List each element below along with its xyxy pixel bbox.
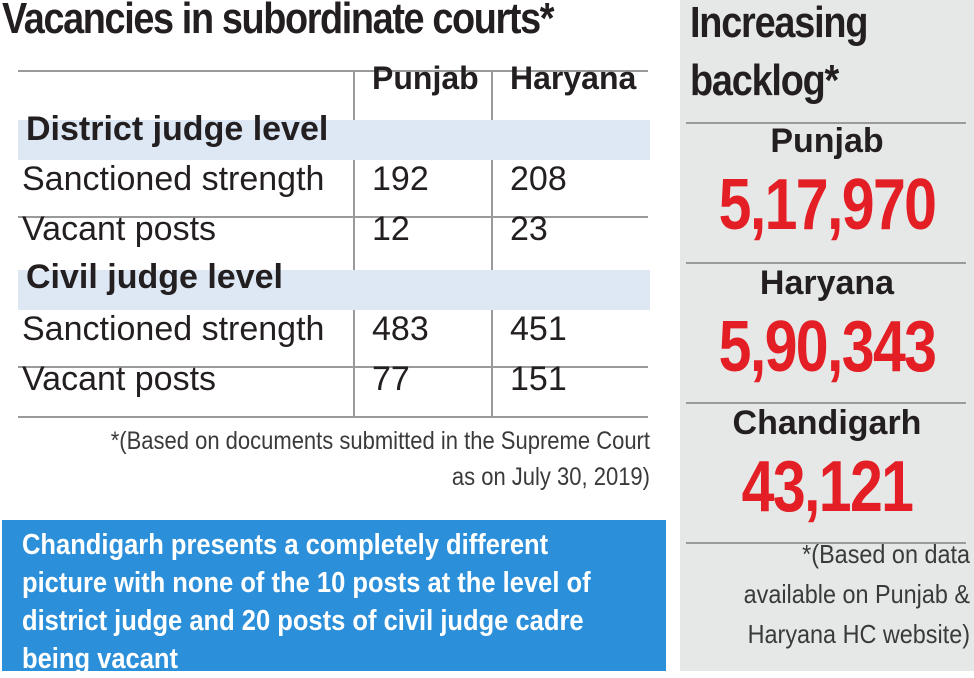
row-label-civil-sanctioned: Sanctioned strength: [22, 310, 325, 348]
backlog-rule: [686, 542, 966, 544]
vacancies-footnote-line2: as on July 30, 2019): [451, 463, 650, 491]
state-name-haryana: Haryana: [759, 264, 895, 302]
backlog-title-line1: Increasing: [690, 0, 868, 47]
table-top-rule: [18, 70, 648, 72]
table-bottom-rule: [18, 416, 648, 418]
backlog-rule: [686, 402, 966, 404]
backlog-footnote-line3: Haryana HC website): [747, 619, 970, 649]
backlog-rule: [686, 122, 966, 124]
column-divider-punjab: [491, 70, 493, 418]
cell-district-vacant-punjab: 12: [372, 210, 410, 248]
row-label-district-vacant: Vacant posts: [22, 210, 217, 248]
cell-district-sanctioned-haryana: 208: [510, 160, 567, 198]
chandigarh-callout: Chandigarh presents a completely differe…: [2, 520, 666, 675]
cell-civil-sanctioned-punjab: 483: [372, 310, 429, 348]
backlog-value-chandigarh: 43,121: [741, 447, 914, 527]
state-name-punjab: Punjab: [770, 122, 884, 160]
backlog-panel: [668, 0, 974, 671]
column-divider-label: [353, 70, 355, 418]
row-rule: [18, 216, 648, 218]
state-name-chandigarh: Chandigarh: [732, 404, 922, 442]
cell-district-vacant-haryana: 23: [510, 210, 548, 248]
chandigarh-callout-text: Chandigarh presents a completely differe…: [22, 529, 591, 675]
cell-civil-vacant-punjab: 77: [372, 360, 410, 398]
cell-civil-vacant-haryana: 151: [510, 360, 567, 398]
cell-civil-sanctioned-haryana: 451: [510, 310, 567, 348]
backlog-footnote-line1: *(Based on data: [802, 539, 970, 569]
backlog-rule: [686, 262, 966, 264]
column-header-punjab: Punjab: [372, 60, 479, 96]
section-heading-district: District judge level: [26, 110, 329, 148]
row-label-district-sanctioned: Sanctioned strength: [22, 160, 325, 198]
backlog-value-punjab: 5,17,970: [718, 165, 937, 245]
backlog-title-line2: backlog*: [690, 56, 839, 105]
backlog-footnote-line2: available on Punjab &: [743, 579, 970, 609]
backlog-value-haryana: 5,90,343: [718, 307, 937, 387]
vacancies-footnote-line1: *(Based on documents submitted in the Su…: [110, 427, 651, 455]
row-label-civil-vacant: Vacant posts: [22, 360, 217, 398]
section-band-district: [18, 120, 650, 160]
vacancies-title: Vacancies in subordinate courts*: [2, 0, 554, 43]
column-header-haryana: Haryana: [510, 60, 637, 96]
section-band-civil: [18, 270, 650, 310]
section-heading-civil: Civil judge level: [26, 258, 283, 296]
cell-district-sanctioned-punjab: 192: [372, 160, 429, 198]
panel-divider: [668, 0, 680, 671]
row-rule: [18, 366, 648, 368]
